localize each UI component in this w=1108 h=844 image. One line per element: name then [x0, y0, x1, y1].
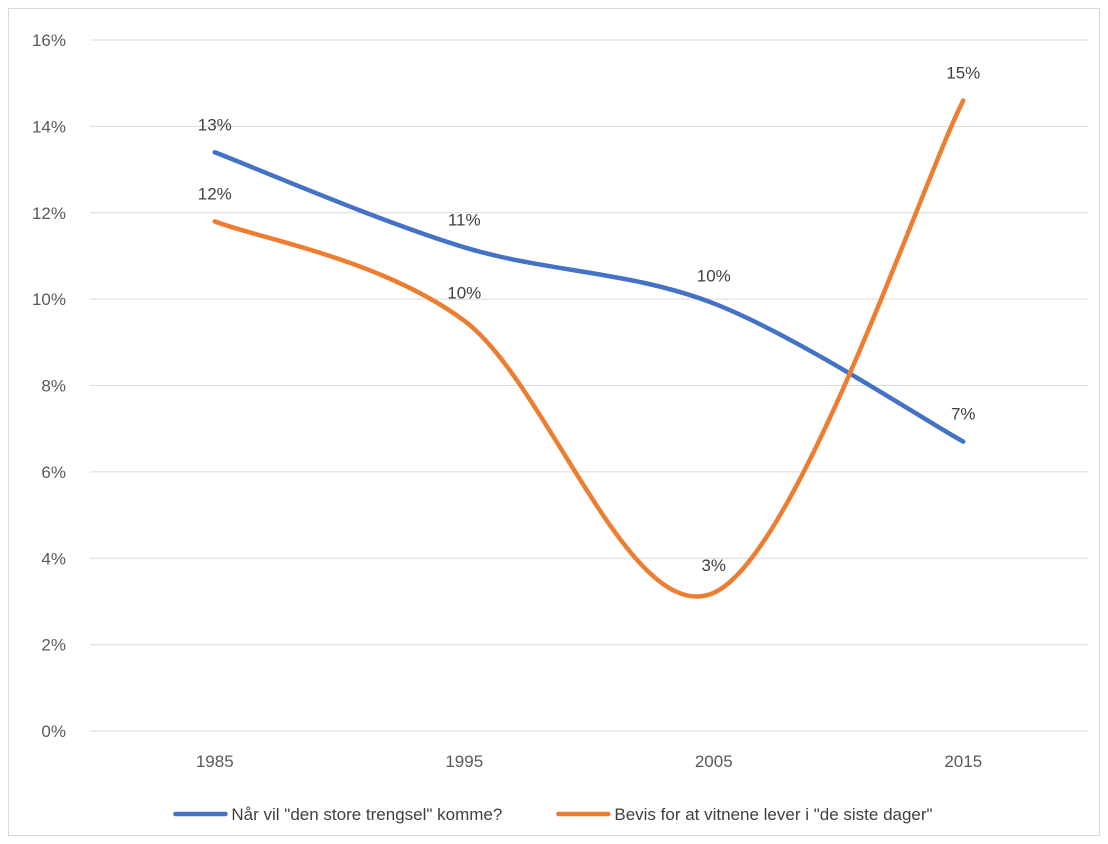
y-tick-label: 0% — [41, 722, 66, 741]
legend-label: Bevis for at vitnene lever i "de siste d… — [614, 805, 932, 824]
y-tick-label: 10% — [32, 290, 66, 309]
y-axis-ticks: 0% 2% 4% 6% 8% 10% 12% 14% 16% — [32, 31, 66, 741]
x-tick-label: 2005 — [695, 752, 733, 771]
y-tick-label: 12% — [32, 204, 66, 223]
y-tick-label: 6% — [41, 463, 66, 482]
gridlines — [90, 39, 1088, 732]
data-label: 11% — [448, 210, 481, 229]
x-tick-label: 1985 — [196, 752, 234, 771]
y-tick-label: 16% — [32, 31, 66, 50]
series-lines — [212, 98, 966, 599]
data-label: 15% — [946, 63, 980, 82]
x-tick-label: 2015 — [944, 752, 982, 771]
series-line-1 — [212, 150, 966, 444]
chart-frame — [8, 8, 1100, 836]
x-tick-label: 1995 — [445, 752, 483, 771]
data-label: 10% — [697, 266, 731, 285]
y-tick-label: 8% — [41, 377, 66, 396]
data-label: 7% — [951, 405, 976, 424]
data-label: 12% — [198, 184, 232, 203]
y-tick-label: 14% — [32, 117, 66, 136]
data-label: 3% — [701, 556, 726, 575]
data-labels: 13% 11% 10% 7% 12% 10% 3% 15% — [198, 63, 981, 574]
legend-label: Når vil "den store trengsel" komme? — [231, 805, 502, 824]
y-tick-label: 4% — [41, 549, 66, 568]
x-axis-ticks: 1985 1995 2005 2015 — [196, 752, 982, 771]
legend: Når vil "den store trengsel" komme? Bevis… — [173, 805, 933, 824]
y-tick-label: 2% — [41, 636, 66, 655]
data-label: 10% — [447, 284, 481, 303]
data-label: 13% — [198, 115, 232, 134]
series-line-2 — [212, 98, 966, 599]
